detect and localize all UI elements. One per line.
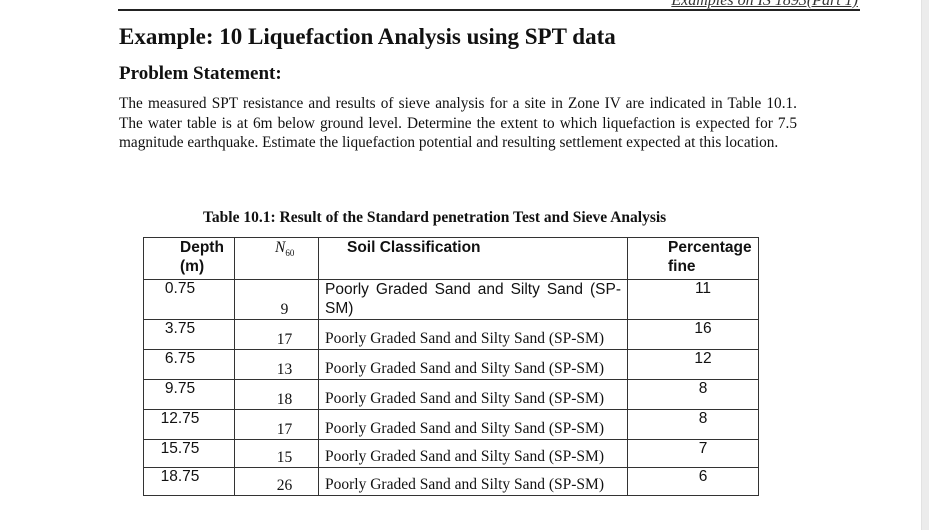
cell-n60: 9 xyxy=(234,279,319,320)
page-title: Example: 10 Liquefaction Analysis using … xyxy=(119,24,616,49)
header-depth: Depth (m) xyxy=(143,237,235,280)
table-header-row: Depth (m) N60 Soil Classification Percen… xyxy=(143,237,759,280)
n-subscript: 60 xyxy=(285,248,295,259)
header-n60: N60 xyxy=(234,237,319,280)
table-row: 12.75 17 Poorly Graded Sand and Silty Sand… xyxy=(143,409,759,440)
cell-n60: 26 xyxy=(234,467,319,496)
cell-pct: 6 xyxy=(627,467,759,496)
cell-pct: 16 xyxy=(627,319,759,350)
table-row: 9.75 18 Poorly Graded Sand and Silty Sand … xyxy=(143,379,759,410)
cell-soil: Poorly Graded Sand and Silty Sand (SP-SM… xyxy=(318,379,628,410)
cell-n60: 17 xyxy=(234,319,319,350)
cell-pct: 11 xyxy=(627,279,759,320)
table-row: 18.75 26 Poorly Graded Sand and Silty Sand… xyxy=(143,467,759,496)
table-row: 3.75 17 Poorly Graded Sand and Silty Sand … xyxy=(143,319,759,350)
cell-depth: 15.75 xyxy=(143,439,235,468)
header-pct: Percentage fine xyxy=(627,237,759,280)
cell-n60: 13 xyxy=(234,349,319,380)
cell-soil: Poorly Graded Sand and Silty Sand (SP-SM… xyxy=(318,319,628,350)
scrollbar-track[interactable] xyxy=(921,0,929,530)
cell-soil: Poorly Graded Sand and Silty Sand (SP-SM… xyxy=(318,467,628,496)
cell-pct: 12 xyxy=(627,349,759,380)
problem-paragraph: The measured SPT resistance and results … xyxy=(119,95,797,151)
table-row: 6.75 13 Poorly Graded Sand and Silty Sand … xyxy=(143,349,759,380)
spt-table: Depth (m) N60 Soil Classification Percen… xyxy=(143,237,759,496)
cell-pct: 7 xyxy=(627,439,759,468)
cell-n60: 15 xyxy=(234,439,319,468)
table-row: 0.75 9 Poorly Graded Sand and Silty Sand (… xyxy=(143,279,759,320)
cell-depth: 18.75 xyxy=(143,467,235,496)
cell-depth: 0.75 xyxy=(143,279,235,320)
running-head: Examples on IS 1893(Part 1) xyxy=(671,0,858,9)
cell-soil: Poorly Graded Sand and Silty Sand (SP-SM… xyxy=(318,439,628,468)
cell-soil: Poorly Graded Sand and Silty Sand (SP-SM… xyxy=(318,279,628,320)
cell-depth: 9.75 xyxy=(143,379,235,410)
header-rule xyxy=(118,9,860,11)
cell-depth: 6.75 xyxy=(143,349,235,380)
cell-depth: 3.75 xyxy=(143,319,235,350)
cell-pct: 8 xyxy=(627,409,759,440)
n-symbol: N xyxy=(275,239,286,256)
section-heading: Problem Statement: xyxy=(119,63,282,84)
table-row: 15.75 15 Poorly Graded Sand and Silty Sand… xyxy=(143,439,759,468)
cell-soil: Poorly Graded Sand and Silty Sand (SP-SM… xyxy=(318,349,628,380)
cell-n60: 18 xyxy=(234,379,319,410)
cell-soil: Poorly Graded Sand and Silty Sand (SP-SM… xyxy=(318,409,628,440)
cell-n60: 17 xyxy=(234,409,319,440)
cell-pct: 8 xyxy=(627,379,759,410)
header-soil: Soil Classification xyxy=(318,237,628,280)
cell-depth: 12.75 xyxy=(143,409,235,440)
table-caption: Table 10.1: Result of the Standard penet… xyxy=(203,209,667,226)
